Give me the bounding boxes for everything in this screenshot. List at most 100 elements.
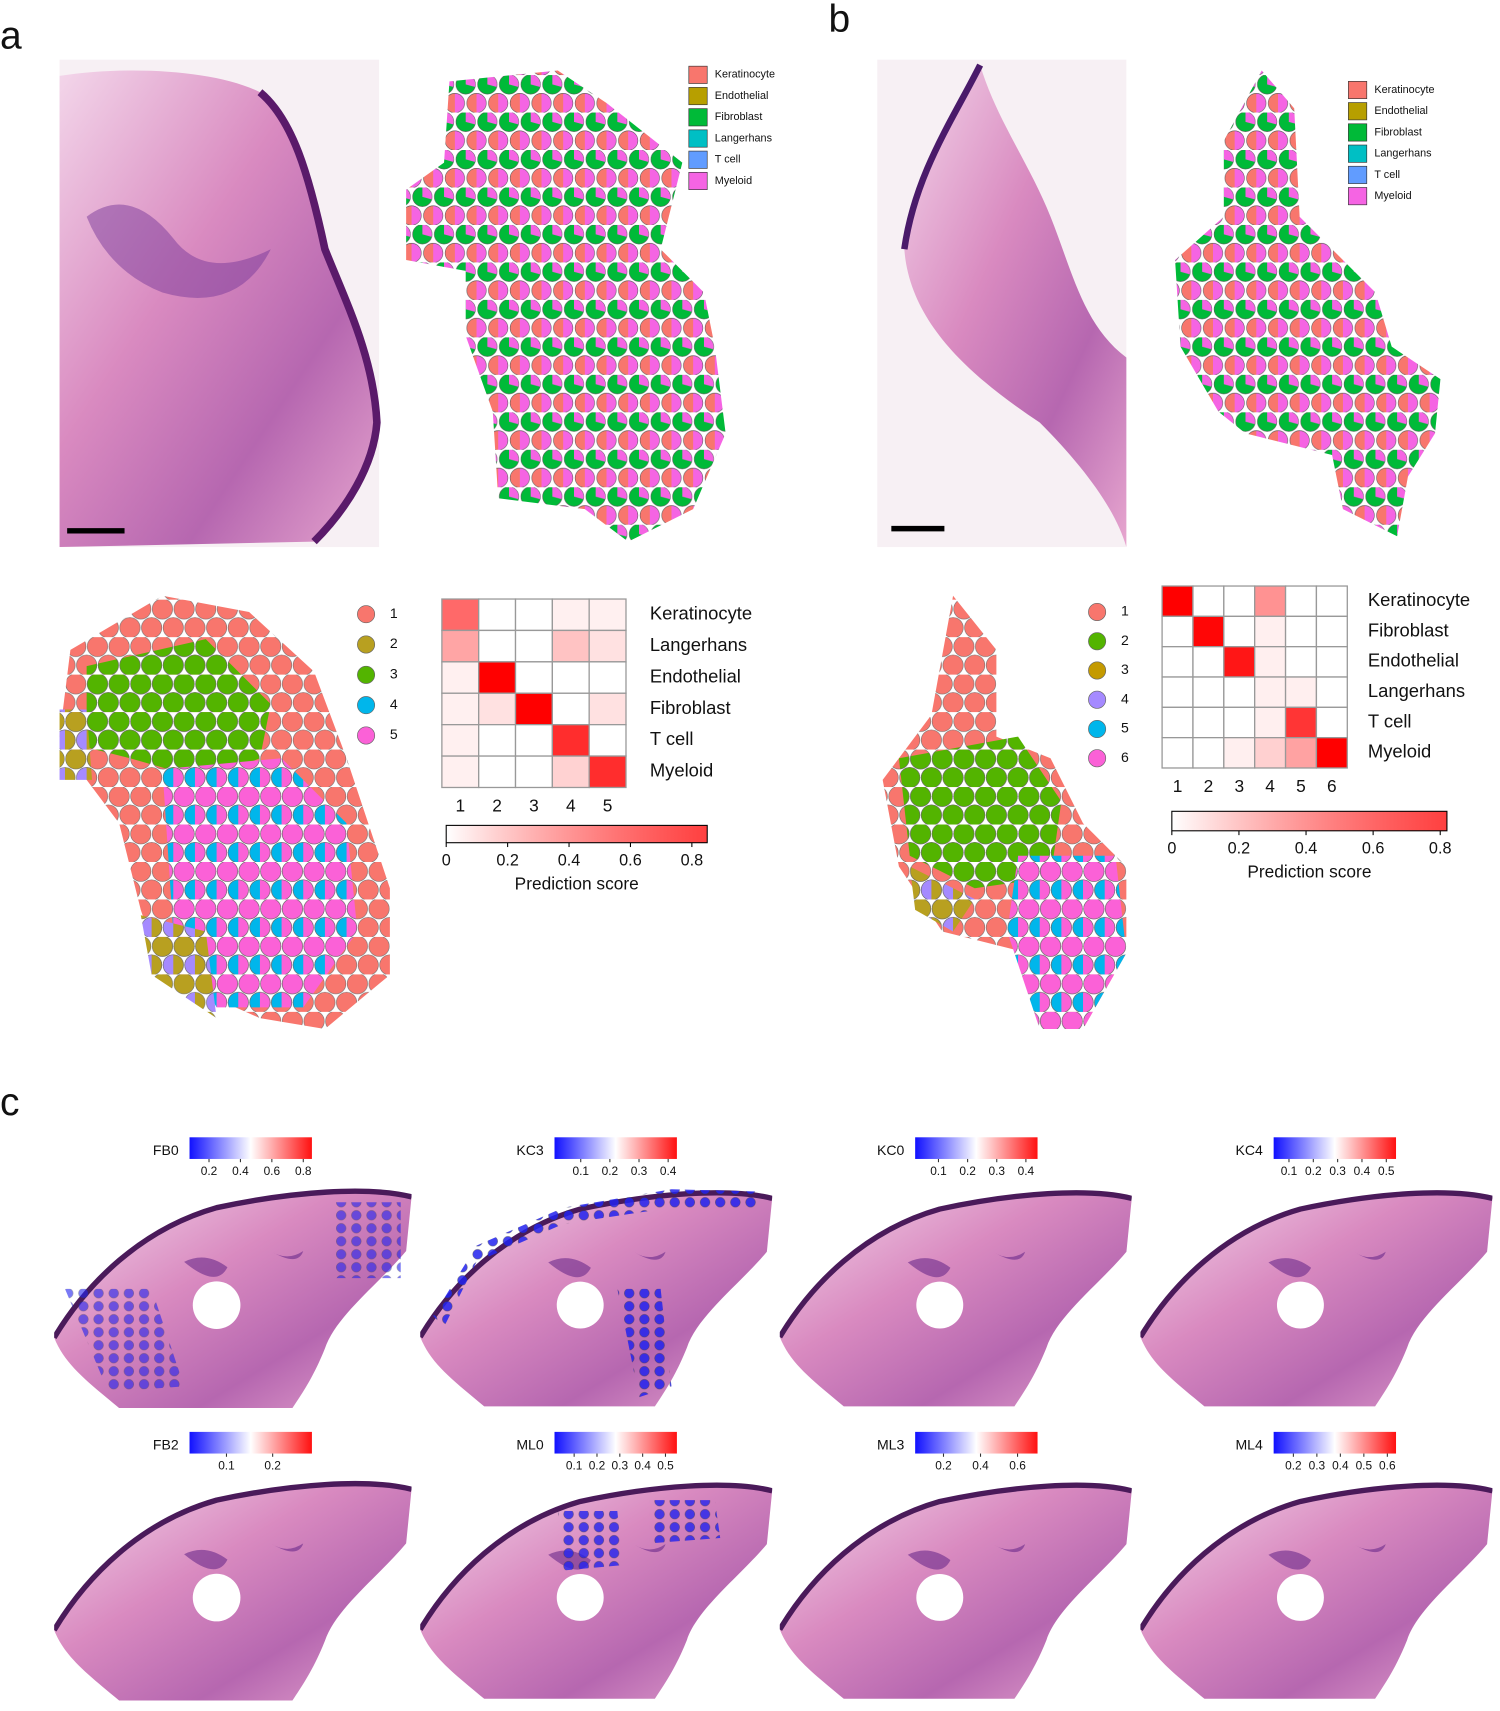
legend-swatch xyxy=(688,108,708,127)
heatmap-cell xyxy=(588,629,627,663)
cluster-label: 5 xyxy=(1121,720,1129,736)
map-title: KC4 xyxy=(1235,1142,1263,1158)
cluster-swatch xyxy=(357,726,376,745)
heatmap-row-label: T cell xyxy=(650,728,694,749)
map-colorbar-tick-label: 0.5 xyxy=(657,1459,674,1473)
map-colorbar-tick-label: 0.3 xyxy=(612,1459,629,1473)
heatmap-col-label: 5 xyxy=(603,796,613,816)
heatmap-cell xyxy=(1161,615,1194,648)
map-colorbar-tick-label: 0.4 xyxy=(1332,1459,1349,1473)
heatmap-cell xyxy=(1315,706,1348,739)
legend-label: Myeloid xyxy=(1374,190,1411,202)
map-colorbar xyxy=(189,1431,312,1454)
he-image-a xyxy=(59,59,381,548)
cluster-label: 2 xyxy=(390,635,398,651)
heatmap-cell xyxy=(588,692,627,726)
heatmap-row-label: Myeloid xyxy=(650,760,713,781)
panel-label: b xyxy=(829,0,851,41)
cluster-swatch xyxy=(1088,749,1107,768)
legend-label: Langerhans xyxy=(715,132,773,144)
heatmap-cell xyxy=(588,661,627,694)
heatmap-cell xyxy=(1161,706,1194,739)
cluster-label: 5 xyxy=(390,726,398,742)
map-colorbar-tick-label: 0.3 xyxy=(1309,1459,1326,1473)
map-colorbar-tick-label: 0.4 xyxy=(1354,1164,1371,1178)
cluster-swatch xyxy=(357,665,376,684)
heatmap-row-label: Fibroblast xyxy=(1368,619,1449,640)
map-colorbar xyxy=(554,1137,677,1159)
heatmap-cell xyxy=(1223,737,1256,769)
heatmap-col-label: 1 xyxy=(1173,776,1183,796)
map-colorbar-tick-label: 0.3 xyxy=(631,1164,648,1178)
heatmap-cell xyxy=(1315,615,1348,648)
map-colorbar-tick-label: 0.2 xyxy=(264,1459,281,1473)
heatmap-cell xyxy=(1223,706,1256,739)
heatmap-cell xyxy=(1223,646,1256,678)
legend-label: T cell xyxy=(1374,169,1400,181)
heatmap-row-label: Keratinocyte xyxy=(650,603,752,624)
map-colorbar-tick-label: 0.2 xyxy=(1285,1459,1302,1473)
colorbar xyxy=(445,824,708,844)
heatmap-cell xyxy=(441,755,480,789)
cluster-swatch xyxy=(357,635,376,654)
heatmap-cell xyxy=(1161,737,1194,769)
cluster-swatch xyxy=(1088,632,1107,651)
heatmap-cell xyxy=(1192,585,1225,618)
pie-spot-map-a xyxy=(406,70,726,542)
heatmap-col-label: 3 xyxy=(529,796,539,816)
heatmap-cell xyxy=(478,661,517,694)
legend-label: Keratinocyte xyxy=(1374,84,1434,96)
colorbar-tick-label: 0.4 xyxy=(558,851,581,869)
heatmap-col-label: 1 xyxy=(455,796,465,816)
cluster-swatch xyxy=(357,605,376,624)
cluster-swatch xyxy=(357,696,376,715)
heatmap-row-label: Myeloid xyxy=(1368,741,1431,762)
legend-label: Fibroblast xyxy=(1374,126,1422,138)
legend-label: Fibroblast xyxy=(715,111,763,123)
heatmap-cell xyxy=(551,755,590,789)
cluster-label: 3 xyxy=(1121,661,1129,677)
legend-swatch xyxy=(1348,102,1368,121)
map-colorbar xyxy=(189,1137,312,1159)
map-colorbar-tick-label: 0.2 xyxy=(959,1164,976,1178)
heatmap-row-label: Keratinocyte xyxy=(1368,589,1470,610)
heatmap-col-label: 4 xyxy=(1265,776,1275,796)
heatmap-cell xyxy=(1254,615,1287,648)
heatmap-cell xyxy=(1254,585,1287,618)
legend-swatch xyxy=(1348,81,1368,99)
heatmap-cell xyxy=(478,755,517,789)
map-colorbar-tick-label: 0.3 xyxy=(988,1164,1005,1178)
legend-label: Endothelial xyxy=(1374,105,1428,117)
cluster-label: 4 xyxy=(1121,690,1129,706)
cluster-label: 3 xyxy=(390,666,398,682)
heatmap-cell xyxy=(514,629,553,663)
heatmap-cell xyxy=(1254,737,1287,769)
map-colorbar-tick-label: 0.2 xyxy=(935,1459,952,1473)
map-colorbar xyxy=(915,1137,1038,1159)
cluster-map-b xyxy=(882,595,1127,1029)
map-colorbar-tick-label: 0.4 xyxy=(660,1164,677,1178)
he-image-b xyxy=(877,59,1127,548)
heatmap-row-label: Langerhans xyxy=(1368,680,1465,701)
heatmap-cell xyxy=(441,724,480,757)
cluster-swatch xyxy=(1088,720,1107,738)
map-title: KC3 xyxy=(516,1142,544,1158)
map-colorbar-tick-label: 0.4 xyxy=(972,1459,989,1473)
cluster-swatch xyxy=(1088,690,1107,709)
heatmap-cell xyxy=(1192,615,1225,648)
heatmap-cell xyxy=(588,724,627,757)
cluster-label: 2 xyxy=(1121,632,1129,648)
legend-swatch xyxy=(1348,187,1368,206)
heatmap-cell xyxy=(514,692,553,726)
map-colorbar-tick-label: 0.8 xyxy=(295,1164,312,1178)
heatmap-cell xyxy=(1284,585,1318,618)
map-colorbar-tick-label: 0.1 xyxy=(218,1459,235,1473)
map-colorbar-tick-label: 0.6 xyxy=(264,1164,281,1178)
heatmap-cell xyxy=(441,598,480,632)
heatmap-col-label: 2 xyxy=(492,796,502,816)
heatmap-cell xyxy=(478,692,517,726)
heatmap-cell xyxy=(1315,737,1348,769)
heatmap-cell xyxy=(514,724,553,757)
cluster-label: 1 xyxy=(1121,603,1129,619)
map-colorbar xyxy=(554,1431,677,1454)
